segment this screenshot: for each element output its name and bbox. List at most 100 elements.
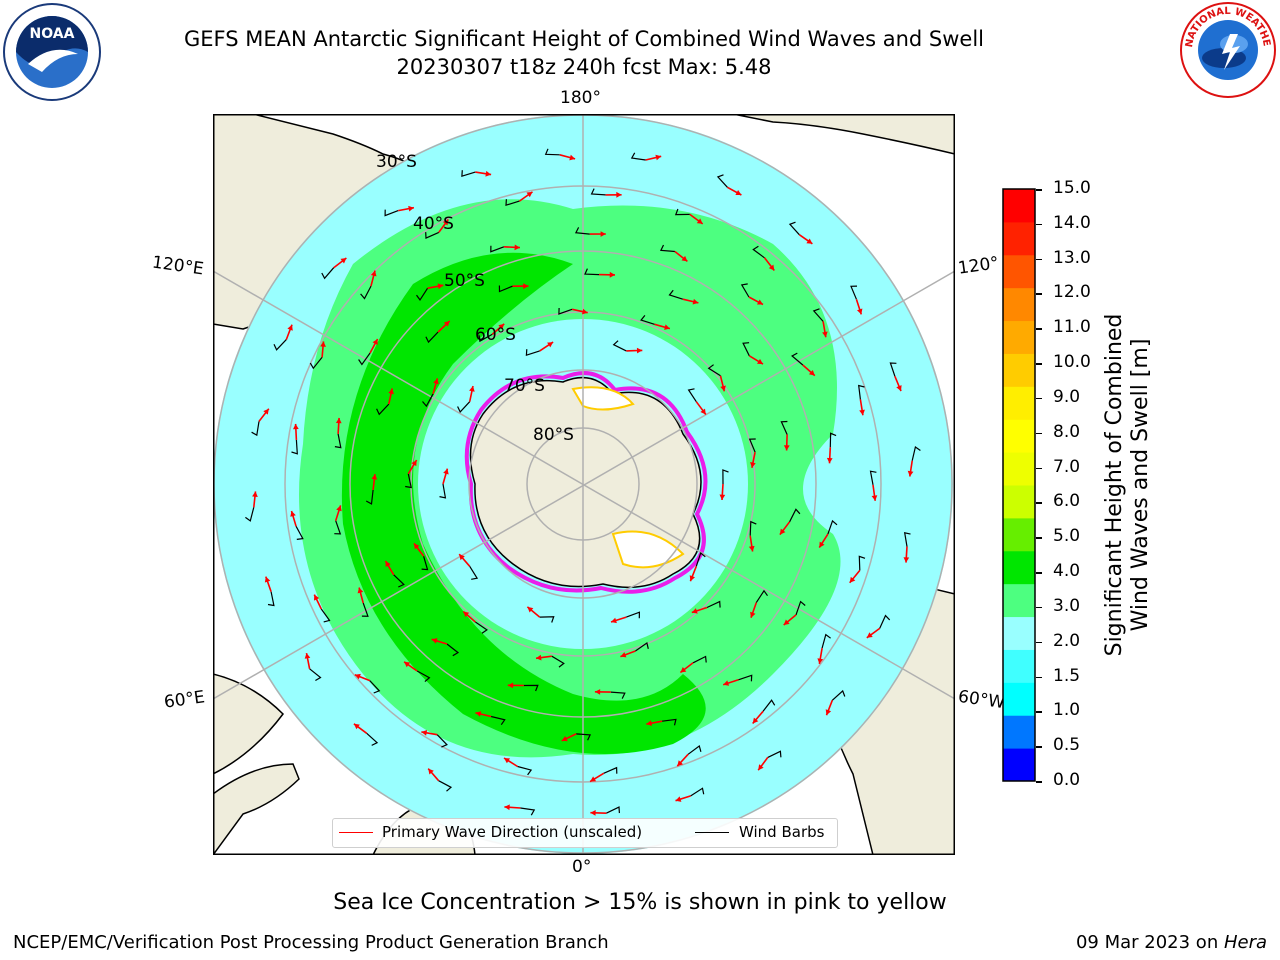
wave-direction-arrowhead	[907, 470, 914, 477]
colorbar-segment	[1003, 550, 1035, 585]
colorbar-segment	[1003, 254, 1035, 289]
colorbar-segment	[1003, 517, 1035, 552]
wave-direction-arrowhead	[408, 205, 414, 212]
wave-direction-arrowhead	[723, 680, 730, 686]
wave-direction-arrowhead	[385, 561, 391, 567]
wind-barb	[903, 532, 911, 547]
wind-barb	[659, 244, 675, 253]
footer-date: 09 Mar 2023 on Hera	[1076, 932, 1267, 953]
wave-direction-arrowhead	[569, 154, 576, 161]
wind-barb	[436, 734, 448, 748]
wave-direction-arrowhead	[689, 575, 695, 582]
wind-barb	[539, 616, 555, 623]
sea-ice-note: Sea Ice Concentration > 15% is shown in …	[333, 890, 947, 915]
wind-barb	[748, 438, 756, 453]
wave-direction-arrowhead	[871, 495, 878, 501]
colorbar-tick-label: 2.0	[1053, 630, 1081, 651]
wind-barb	[640, 315, 655, 325]
legend-wave-swatch	[339, 832, 373, 833]
wave-direction-arrowhead	[582, 308, 588, 315]
wind-barb	[369, 680, 381, 694]
wind-barb	[610, 691, 626, 699]
legend-wave-label: Primary Wave Direction (unscaled)	[382, 823, 643, 841]
colorbar-tick-mark	[1036, 189, 1042, 191]
wind-barb	[695, 551, 706, 567]
wind-barb	[361, 602, 369, 617]
wind-barb	[245, 507, 255, 522]
noaa-logo: NOAA	[3, 3, 101, 101]
colorbar-tick-mark	[1036, 363, 1042, 365]
colorbar-tick-mark	[1036, 258, 1042, 261]
wave-direction-arrowhead	[903, 557, 910, 563]
colorbar-tick-mark	[1036, 572, 1042, 574]
wave-direction-arrowhead	[437, 283, 444, 290]
wave-direction-arrowhead	[720, 385, 726, 392]
colorbar-tick-mark	[1036, 293, 1042, 295]
wind-barb	[393, 574, 405, 588]
wave-direction-arrowhead	[536, 654, 542, 661]
colorbar-segment	[1003, 353, 1035, 387]
wave-direction-arrowhead	[817, 658, 824, 664]
wave-direction-arrowhead	[748, 545, 755, 552]
wind-barb	[635, 642, 649, 652]
wind-barb	[812, 308, 824, 322]
lat-label-40s: 40°S	[413, 214, 454, 234]
colorbar-tick-mark	[1036, 432, 1042, 435]
wind-barb	[295, 526, 304, 540]
wave-direction-arrowhead	[304, 653, 311, 659]
wave-direction-arrowhead	[808, 370, 815, 376]
colorbar-tick-label: 0.0	[1053, 770, 1081, 790]
colorbar-tick-mark	[1036, 676, 1042, 679]
wave-direction-arrowhead	[611, 617, 617, 624]
wave-direction-arrowhead	[620, 652, 627, 658]
wave-direction-arrowhead	[252, 491, 258, 497]
wind-barb	[517, 765, 533, 776]
graticule	[213, 114, 955, 855]
wind-barb	[692, 655, 707, 664]
wind-barb	[469, 565, 479, 580]
wave-direction-arrowhead	[779, 528, 786, 535]
colorbar-tick-label: 7.0	[1053, 456, 1081, 477]
wind-barb	[722, 469, 729, 485]
wave-direction-arrowhead	[768, 264, 775, 271]
wave-direction-arrowhead	[675, 796, 682, 802]
colorbar	[1002, 188, 1036, 782]
colorbar-tick-mark	[1036, 746, 1042, 748]
wind-barb	[576, 733, 592, 741]
wind-barb	[911, 445, 921, 461]
wind-barb	[780, 420, 788, 435]
colorbar-tick-label: 11.0	[1053, 317, 1091, 338]
wave-direction-arrowhead	[320, 341, 326, 347]
wind-barb	[742, 342, 750, 357]
wind-barb	[291, 439, 298, 455]
wind-barb	[706, 600, 721, 609]
wind-barb	[827, 519, 838, 535]
colorbar-segment	[1003, 649, 1035, 683]
colorbar-segment	[1003, 189, 1035, 223]
wind-barb	[416, 287, 429, 301]
colorbar-tick-label: 10.0	[1053, 352, 1091, 373]
nws-logo: NATIONAL WEATHER SERVICE	[1178, 0, 1276, 98]
wave-direction-arrowhead	[547, 342, 554, 348]
wave-direction-arrowhead	[616, 191, 622, 198]
wave-direction-arrowhead	[485, 170, 492, 177]
lat-label-30s: 30°S	[376, 152, 417, 172]
wind-barb	[520, 807, 536, 816]
wind-barb	[590, 188, 606, 196]
colorbar-tick-label: 14.0	[1053, 212, 1091, 233]
colorbar-tick-label: 13.0	[1053, 247, 1091, 268]
wave-direction-arrowhead	[388, 388, 394, 395]
wave-direction-arrowhead	[825, 709, 832, 716]
wave-direction-arrowhead	[340, 258, 347, 264]
wind-barb	[544, 148, 560, 156]
wave-direction-arrowhead	[526, 191, 533, 198]
colorbar-tick-mark	[1036, 711, 1042, 713]
wind-barb	[821, 633, 831, 649]
wind-barb	[365, 489, 374, 505]
wave-direction-arrowhead	[594, 689, 601, 695]
wave-direction-arrowhead	[523, 283, 529, 289]
wind-barb	[612, 340, 627, 352]
wind-barb	[630, 152, 646, 161]
wave-direction-arrowhead	[757, 299, 763, 305]
wave-direction-arrowhead	[680, 667, 687, 673]
